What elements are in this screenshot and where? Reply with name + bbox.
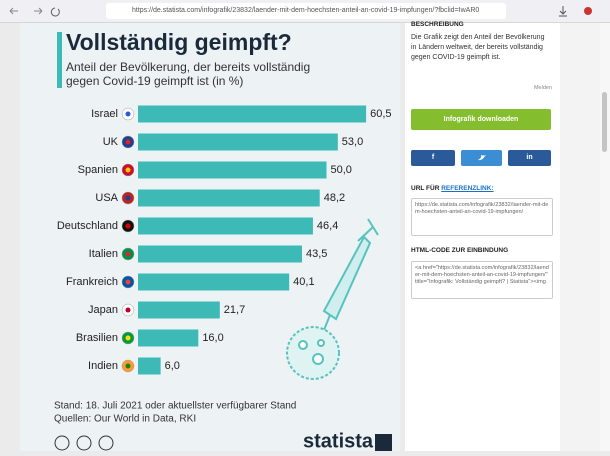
downloads-icon[interactable]	[559, 6, 567, 17]
browser-toolbar: https://de.statista.com/infografik/23832…	[0, 0, 610, 23]
bar	[138, 133, 338, 151]
infographic: Vollständig geimpft? Anteil der Bevölker…	[20, 23, 400, 452]
nav-buttons	[9, 7, 60, 17]
bar	[138, 161, 327, 179]
title-accent	[57, 32, 62, 88]
flag-icon-detail	[125, 335, 131, 341]
footnote: Stand: 18. Juli 2021 oder aktuellster ve…	[54, 401, 296, 412]
bar	[138, 189, 320, 207]
url-textarea[interactable]: https://de.statista.com/infografik/23832…	[411, 198, 553, 236]
flag-icon-detail	[125, 195, 131, 201]
category-label: Spanien	[78, 164, 118, 176]
brand-logo: statista	[303, 430, 374, 451]
report-link[interactable]: Melden	[533, 85, 552, 91]
toolbar-icons	[559, 6, 592, 17]
license-icons	[54, 435, 114, 451]
value-label: 50,0	[331, 164, 352, 176]
embed-textarea[interactable]: <a href="https://de.statista.com/infogra…	[411, 261, 553, 299]
linkedin-button[interactable]: in	[508, 150, 551, 166]
reference-link[interactable]: REFERENZLINK:	[441, 185, 494, 192]
category-label: Indien	[88, 360, 118, 372]
category-label: Frankreich	[66, 276, 118, 288]
chart: Vollständig geimpft? Anteil der Bevölker…	[54, 29, 392, 452]
chart-subtitle: Anteil der Bevölkerung, der bereits voll…	[66, 60, 310, 74]
flag-icon-detail	[125, 251, 131, 257]
flag-icon-detail	[125, 363, 131, 369]
bar	[138, 301, 220, 319]
flag-icon-detail	[125, 307, 131, 313]
value-label: 43,5	[306, 248, 327, 260]
bar	[138, 357, 161, 375]
scrollbar-thumb[interactable]	[602, 92, 607, 152]
bar	[138, 273, 290, 291]
source: Quellen: Our World in Data, RKI	[54, 414, 196, 425]
value-label: 16,0	[202, 332, 223, 344]
category-label: Italien	[89, 248, 118, 260]
download-button[interactable]: Infografik downloaden	[411, 109, 551, 130]
value-label: 60,5	[370, 108, 391, 120]
back-button[interactable]	[9, 7, 18, 15]
address-bar[interactable]: https://de.statista.com/infografik/23832…	[106, 3, 506, 19]
url-heading: URL FÜR REFERENZLINK:	[411, 185, 494, 192]
category-label: Brasilien	[76, 332, 118, 344]
page-margin	[560, 23, 600, 451]
value-label: 46,4	[317, 220, 338, 232]
twitter-icon	[477, 155, 486, 161]
description-heading: BESCHREIBUNG	[411, 21, 464, 28]
syringe-illustration	[286, 218, 379, 380]
bar	[138, 329, 199, 347]
flag-icon-detail	[125, 167, 131, 173]
embed-heading: HTML-CODE ZUR EINBINDUNG	[411, 247, 509, 254]
url-heading-text: URL FÜR	[411, 185, 440, 192]
bar	[138, 105, 367, 123]
value-label: 40,1	[293, 276, 314, 288]
category-label: UK	[103, 136, 119, 148]
value-label: 6,0	[165, 360, 180, 372]
bar	[138, 245, 302, 263]
forward-button[interactable]	[34, 7, 43, 15]
flag-icon-detail	[125, 111, 131, 117]
description: Die Grafik zeigt den Anteil der Bevölker…	[411, 34, 545, 61]
value-label: 53,0	[342, 136, 363, 148]
brand-mark	[375, 434, 392, 451]
sidebar: BESCHREIBUNG Die Grafik zeigt den Anteil…	[405, 21, 560, 451]
flag-icon-detail	[125, 223, 131, 229]
category-label: Israel	[91, 108, 118, 120]
reload-button[interactable]	[50, 7, 60, 17]
extension-icon[interactable]	[584, 7, 592, 15]
value-label: 21,7	[224, 304, 245, 316]
category-label: USA	[95, 192, 118, 204]
facebook-button[interactable]: f	[411, 150, 455, 166]
chart-subtitle: gegen Covid-19 geimpft ist (in %)	[66, 74, 243, 88]
value-label: 48,2	[324, 192, 345, 204]
category-label: Deutschland	[57, 220, 118, 232]
chart-title: Vollständig geimpft?	[66, 29, 292, 55]
flag-icon-detail	[125, 139, 131, 145]
scrollbar[interactable]	[600, 23, 610, 451]
flag-icon-detail	[125, 279, 131, 285]
category-label: Japan	[88, 304, 118, 316]
bar	[138, 217, 313, 235]
twitter-button[interactable]	[461, 150, 502, 166]
